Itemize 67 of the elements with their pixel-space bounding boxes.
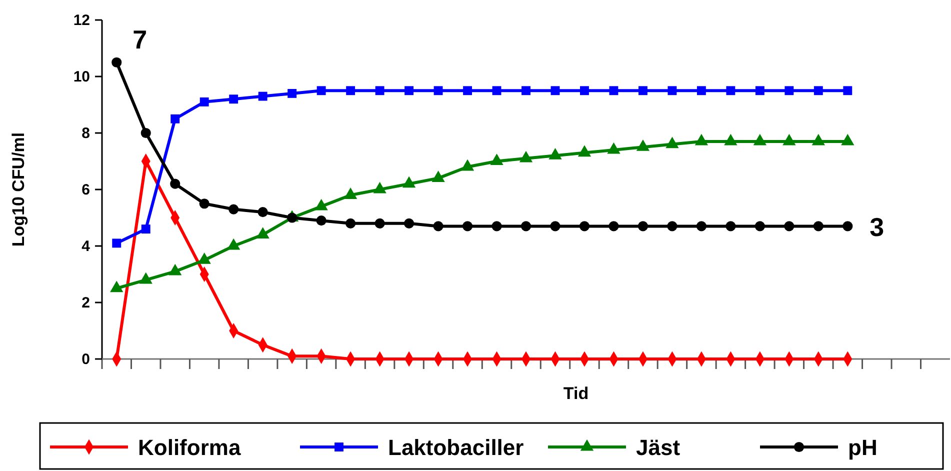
point bbox=[522, 86, 530, 96]
annotation: 7 bbox=[132, 24, 148, 54]
point bbox=[842, 221, 853, 232]
point bbox=[550, 86, 560, 96]
point bbox=[112, 57, 122, 68]
point bbox=[579, 221, 590, 232]
legend-label: Koliforma bbox=[138, 435, 242, 460]
point bbox=[696, 86, 706, 96]
point bbox=[140, 128, 151, 138]
point bbox=[316, 216, 326, 226]
point bbox=[346, 86, 356, 96]
y-tick-label: 10 bbox=[73, 68, 90, 86]
point bbox=[609, 86, 618, 96]
point bbox=[375, 86, 384, 96]
point bbox=[229, 94, 238, 104]
point bbox=[638, 86, 648, 96]
point bbox=[316, 86, 326, 96]
point bbox=[814, 86, 823, 96]
point bbox=[754, 221, 765, 232]
point bbox=[200, 97, 209, 106]
y-tick-label: 6 bbox=[82, 182, 90, 198]
point bbox=[374, 218, 385, 228]
point bbox=[492, 221, 502, 232]
point bbox=[258, 92, 268, 101]
y-tick-label: 4 bbox=[82, 238, 91, 255]
point bbox=[492, 86, 502, 96]
y-tick-label: 12 bbox=[73, 12, 90, 29]
y-tick-label: 0 bbox=[82, 351, 90, 368]
point bbox=[404, 86, 414, 96]
point bbox=[580, 86, 589, 96]
point bbox=[462, 221, 473, 232]
y-tick-label: 8 bbox=[82, 125, 90, 142]
point bbox=[170, 178, 180, 189]
point bbox=[726, 221, 736, 232]
point bbox=[434, 86, 443, 96]
x-axis-title: Tid bbox=[563, 384, 589, 403]
legend-label: Laktobaciller bbox=[388, 435, 524, 460]
point bbox=[813, 221, 824, 232]
point bbox=[638, 221, 648, 232]
point bbox=[287, 212, 298, 223]
point bbox=[668, 86, 677, 96]
point bbox=[288, 88, 297, 98]
point bbox=[258, 207, 268, 218]
point bbox=[170, 114, 180, 124]
annotation: 3 bbox=[870, 212, 884, 242]
point bbox=[667, 221, 678, 232]
point bbox=[404, 218, 414, 228]
legend-label: pH bbox=[848, 435, 878, 460]
point bbox=[520, 221, 532, 232]
point bbox=[755, 86, 764, 96]
point bbox=[463, 86, 472, 96]
point bbox=[696, 221, 706, 232]
point bbox=[433, 221, 444, 232]
point bbox=[550, 221, 560, 232]
point bbox=[843, 86, 852, 96]
point bbox=[784, 86, 794, 96]
point bbox=[228, 204, 239, 214]
point bbox=[112, 238, 122, 248]
point bbox=[141, 224, 150, 234]
point bbox=[199, 198, 210, 209]
y-axis-title: Log10 CFU/ml bbox=[9, 132, 28, 247]
legend-label: Jäst bbox=[636, 435, 681, 460]
point bbox=[346, 218, 356, 228]
point bbox=[608, 221, 619, 232]
point bbox=[784, 221, 794, 232]
y-tick-label: 2 bbox=[82, 294, 90, 312]
point bbox=[726, 86, 736, 96]
